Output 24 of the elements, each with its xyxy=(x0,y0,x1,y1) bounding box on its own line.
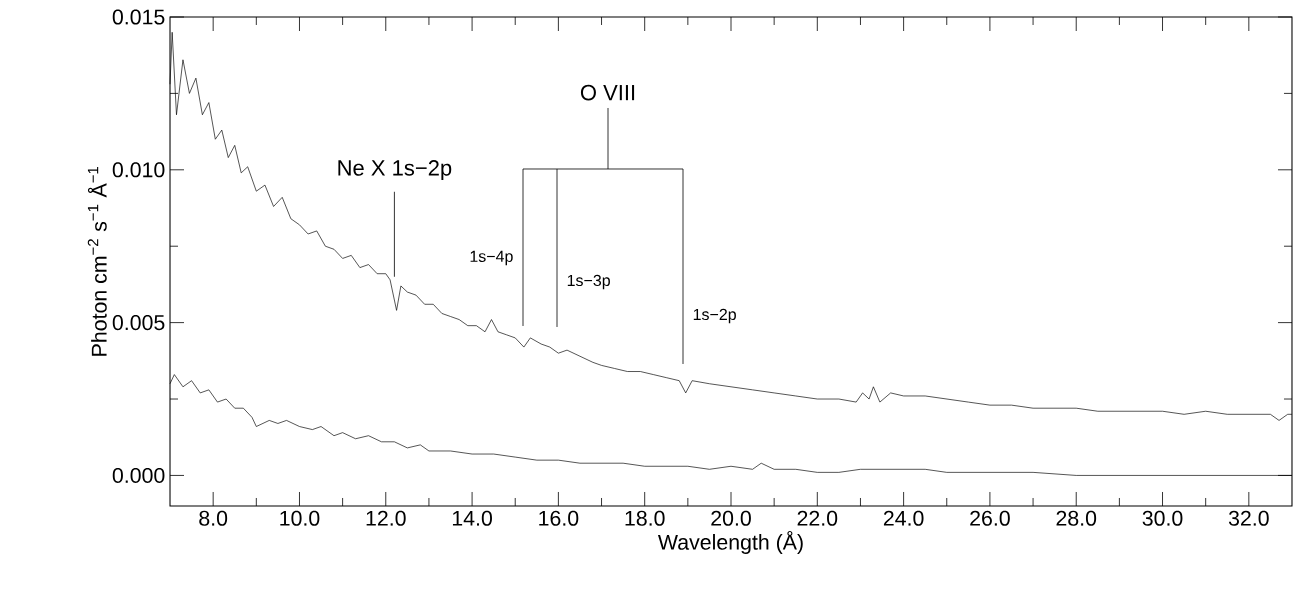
x-tick-label: 28.0 xyxy=(1056,510,1097,526)
x-tick-label: 14.0 xyxy=(452,510,492,526)
y-tick-label: 0.000 xyxy=(112,467,165,483)
x-tick-label: 20.0 xyxy=(711,510,751,526)
y-tick-label: 0.010 xyxy=(112,162,165,178)
annotation: 1s−3p xyxy=(567,274,610,290)
x-tick-label: 30.0 xyxy=(1142,510,1183,526)
y-tick-label: 0.015 xyxy=(112,9,165,25)
annotation: Ne X 1s−2p xyxy=(338,160,452,181)
x-tick-label: 26.0 xyxy=(970,510,1010,526)
y-axis-title: Photon cm$^{−2}$ s$^{−1}$ Å$^{−1}$ xyxy=(87,167,107,356)
x-tick-label: 22.0 xyxy=(797,510,838,526)
x-tick-label: 18.0 xyxy=(625,510,665,526)
x-tick-label: 24.0 xyxy=(883,510,924,526)
y-tick-label: 0.005 xyxy=(112,315,165,331)
annotation: 1s−4p xyxy=(470,250,513,266)
x-tick-label: 10.0 xyxy=(280,510,320,526)
annotation: 1s−2p xyxy=(693,308,736,324)
x-tick-label: 16.0 xyxy=(539,510,579,526)
x-tick-label: 8.0 xyxy=(199,510,228,526)
x-axis-title: Wavelength (Å) xyxy=(657,530,803,554)
x-tick-label: 32.0 xyxy=(1228,510,1269,526)
annotation: O VIII xyxy=(580,84,635,101)
x-tick-label: 12.0 xyxy=(366,510,406,526)
